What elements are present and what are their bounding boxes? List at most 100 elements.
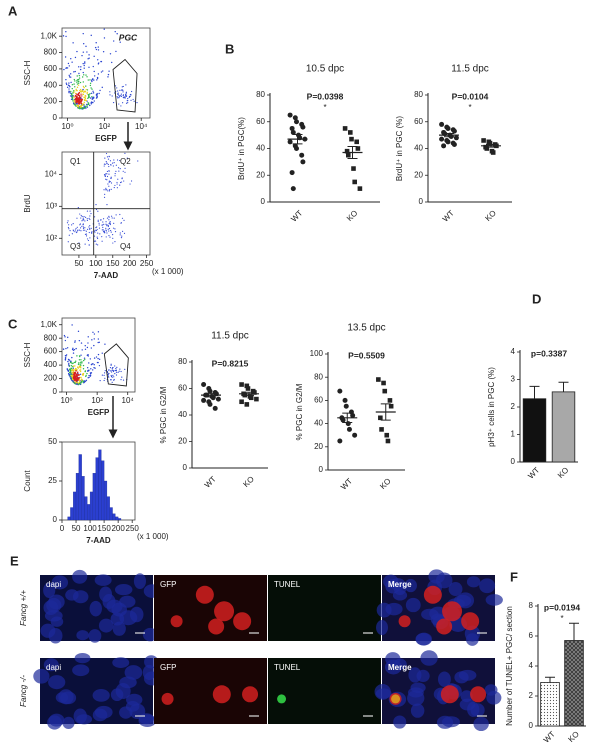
y-tick-label: 60 [256, 117, 265, 126]
event [108, 376, 110, 378]
event [77, 107, 80, 109]
event [72, 352, 75, 354]
event [106, 175, 109, 178]
event [68, 373, 71, 376]
event [102, 224, 104, 226]
event [110, 364, 112, 366]
y-tick-label: 800 [44, 333, 58, 342]
event [92, 96, 95, 98]
data-point [252, 390, 257, 395]
event [111, 234, 114, 236]
event [77, 66, 80, 68]
data-point [239, 382, 244, 387]
nucleus [376, 620, 389, 636]
pgc-cell [470, 686, 487, 703]
event [90, 347, 93, 349]
event [89, 374, 92, 377]
event [74, 56, 77, 59]
event [131, 90, 133, 93]
event [87, 239, 90, 242]
data-point [346, 426, 352, 432]
event [130, 99, 132, 101]
event [108, 219, 110, 221]
x-tick-label: 0 [60, 524, 65, 533]
y-tick-label: 80 [314, 372, 323, 381]
data-point [484, 146, 490, 151]
data-point [481, 138, 486, 143]
event [97, 338, 100, 340]
x-tick-label: 150 [97, 524, 111, 533]
event [110, 177, 112, 180]
event [77, 94, 79, 96]
x-tick-label: KO [241, 475, 256, 490]
y-tick-label: 600 [44, 347, 58, 356]
event [94, 240, 97, 242]
event [114, 85, 117, 87]
event [95, 243, 97, 245]
x-tick-label: 150 [106, 259, 120, 268]
event [97, 49, 100, 51]
data-point [388, 403, 394, 409]
event [89, 210, 91, 212]
event [72, 367, 75, 369]
event [76, 89, 78, 92]
event [125, 93, 127, 95]
event [75, 368, 77, 370]
pgc-cell [208, 618, 225, 635]
event [119, 232, 121, 234]
event [97, 219, 99, 221]
nucleus [76, 630, 89, 641]
event [84, 227, 86, 229]
event [86, 91, 88, 94]
data-point [352, 179, 357, 185]
y-tick-label: 0 [529, 721, 534, 730]
event [105, 178, 107, 180]
event [72, 365, 75, 367]
event [118, 103, 120, 105]
event [76, 376, 78, 378]
data-point [490, 150, 496, 155]
nucleus [485, 594, 503, 606]
data-point [289, 170, 295, 176]
x-unit: (x 1 000) [152, 267, 184, 276]
event [115, 50, 117, 53]
event [77, 379, 79, 382]
event [124, 368, 126, 371]
nucleus [437, 671, 451, 688]
event [111, 381, 113, 383]
event [72, 347, 74, 350]
event [97, 331, 100, 333]
pgc-cell [233, 612, 252, 631]
event [77, 206, 79, 209]
event [94, 46, 97, 49]
data-point [384, 432, 390, 438]
nucleus [119, 706, 133, 719]
event [89, 93, 91, 95]
event [79, 361, 82, 363]
event [118, 96, 120, 99]
event [110, 374, 112, 377]
event [93, 235, 96, 237]
event [71, 94, 74, 97]
nucleus [435, 572, 453, 589]
y-axis-label: BrdU [23, 194, 32, 212]
event [110, 182, 113, 184]
event [78, 105, 80, 107]
density-cloud [62, 28, 138, 110]
event [114, 172, 116, 175]
event [82, 226, 85, 228]
event [109, 236, 111, 238]
event [71, 368, 74, 371]
event [105, 173, 107, 175]
bar [564, 640, 584, 727]
event [110, 176, 112, 178]
event [78, 77, 81, 79]
event [71, 374, 73, 377]
event [80, 342, 83, 344]
event [80, 376, 82, 379]
nucleus [58, 689, 74, 705]
event [82, 62, 84, 65]
event [74, 86, 76, 88]
nucleus [415, 633, 432, 646]
event [93, 70, 95, 73]
